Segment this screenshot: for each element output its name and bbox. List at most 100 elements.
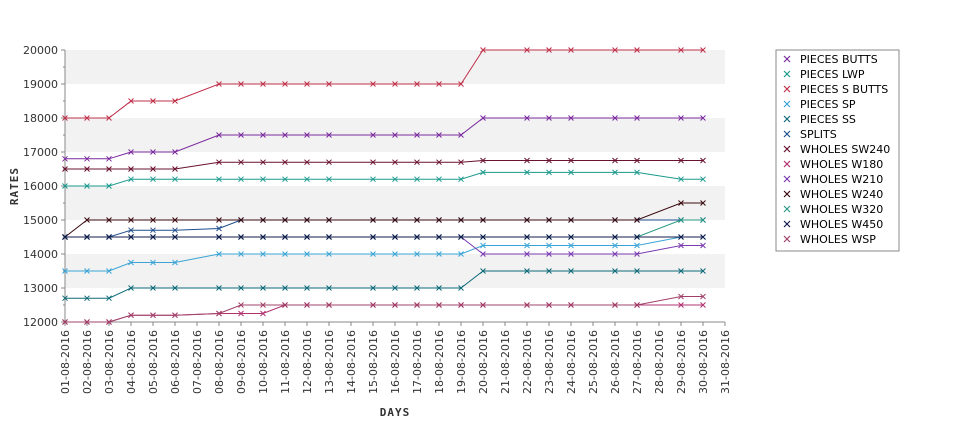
- data-point-marker: [436, 251, 442, 257]
- data-point-marker: [106, 115, 112, 121]
- data-point-marker: [700, 217, 706, 223]
- data-point-marker: [634, 47, 640, 53]
- data-point-marker: [436, 132, 442, 138]
- data-point-marker: [62, 183, 68, 189]
- x-tick-label: 06-08-2016: [169, 330, 182, 394]
- data-point-marker: [106, 268, 112, 274]
- data-point-marker: [216, 159, 222, 166]
- data-point-marker: [62, 268, 68, 274]
- data-point-marker: [304, 234, 310, 240]
- data-point-marker: [436, 234, 442, 240]
- data-point-marker: [612, 47, 618, 53]
- data-point-marker: [150, 259, 156, 266]
- data-point-marker: [216, 217, 222, 223]
- data-point-marker: [414, 285, 420, 291]
- data-point-marker: [524, 242, 530, 249]
- y-tick-label: 19000: [23, 78, 58, 91]
- data-point-marker: [216, 251, 222, 257]
- y-tick-label: 17000: [23, 146, 58, 159]
- data-point-marker: [326, 81, 332, 87]
- y-tick-label: 12000: [23, 316, 58, 329]
- y-tick-label: 18000: [23, 112, 58, 125]
- data-point-marker: [84, 115, 90, 121]
- data-point-marker: [260, 159, 266, 166]
- data-point-marker: [480, 234, 486, 240]
- data-point-marker: [326, 176, 332, 183]
- data-point-marker: [480, 251, 486, 257]
- legend-label: SPLITS: [800, 128, 837, 141]
- data-point-marker: [106, 166, 112, 172]
- data-point-marker: [568, 115, 574, 121]
- data-point-marker: [524, 115, 530, 121]
- data-point-marker: [392, 285, 398, 291]
- y-axis-title: RATES: [8, 167, 21, 205]
- data-point-marker: [480, 157, 486, 164]
- data-point-marker: [150, 149, 156, 155]
- data-point-marker: [216, 81, 222, 87]
- series-markers: [62, 47, 706, 325]
- data-point-marker: [304, 176, 310, 183]
- data-point-marker: [634, 268, 640, 274]
- data-point-marker: [392, 251, 398, 257]
- data-point-marker: [326, 159, 332, 166]
- data-point-marker: [524, 47, 530, 53]
- data-point-marker: [436, 176, 442, 183]
- legend-label: WHOLES W320: [800, 203, 883, 216]
- data-point-marker: [84, 166, 90, 172]
- data-point-marker: [62, 155, 68, 162]
- data-point-marker: [700, 293, 706, 300]
- data-point-marker: [524, 251, 530, 257]
- data-point-marker: [678, 268, 684, 274]
- legend-label: PIECES S BUTTS: [800, 83, 888, 96]
- data-point-marker: [634, 169, 640, 176]
- legend-marker: [783, 100, 791, 108]
- data-point-marker: [172, 166, 178, 172]
- data-point-marker: [458, 285, 464, 291]
- data-point-marker: [700, 115, 706, 121]
- data-point-marker: [172, 259, 178, 266]
- legend-label: PIECES SP: [800, 98, 856, 111]
- x-tick-label: 15-08-2016: [367, 330, 380, 394]
- legend-marker: [783, 220, 791, 228]
- data-point-marker: [392, 217, 398, 223]
- data-point-marker: [458, 302, 464, 308]
- legend-label: WHOLES W240: [800, 188, 883, 201]
- data-point-marker: [304, 159, 310, 166]
- data-point-marker: [282, 251, 288, 257]
- data-point-marker: [700, 157, 706, 164]
- data-point-marker: [612, 242, 618, 249]
- data-point-marker: [260, 285, 266, 291]
- data-point-marker: [414, 176, 420, 183]
- x-tick-label: 21-08-2016: [499, 330, 512, 394]
- x-tick-label: 17-08-2016: [411, 330, 424, 394]
- data-point-marker: [678, 217, 684, 223]
- data-point-marker: [700, 302, 706, 308]
- data-point-marker: [634, 157, 640, 164]
- data-point-marker: [480, 268, 486, 274]
- data-point-marker: [238, 81, 244, 87]
- data-point-marker: [700, 242, 706, 249]
- data-point-marker: [480, 47, 486, 53]
- legend-label: WHOLES SW240: [800, 143, 890, 156]
- data-point-marker: [260, 251, 266, 257]
- legend-box: [775, 49, 900, 252]
- data-point-marker: [150, 312, 156, 319]
- x-tick-label: 31-08-2016: [719, 330, 732, 394]
- x-tick-label: 01-08-2016: [59, 330, 72, 394]
- x-tick-label: 22-08-2016: [521, 330, 534, 394]
- data-point-marker: [414, 159, 420, 166]
- data-point-marker: [260, 302, 266, 308]
- data-point-marker: [326, 285, 332, 291]
- data-point-marker: [150, 217, 156, 223]
- data-point-marker: [678, 242, 684, 249]
- x-tick-label: 09-08-2016: [235, 330, 248, 394]
- data-point-marker: [84, 319, 90, 325]
- data-point-marker: [612, 157, 618, 164]
- data-point-marker: [304, 217, 310, 223]
- data-point-marker: [282, 302, 288, 308]
- data-point-marker: [414, 234, 420, 240]
- legend-marker: [783, 190, 791, 198]
- data-point-marker: [458, 234, 464, 240]
- legend-marker: [783, 175, 791, 183]
- data-point-marker: [128, 166, 134, 172]
